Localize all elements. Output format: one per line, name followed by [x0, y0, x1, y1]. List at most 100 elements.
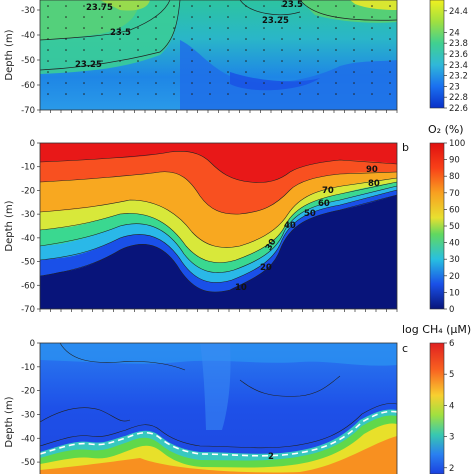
- sample-point: [65, 93, 67, 95]
- sample-point: [245, 60, 247, 62]
- sample-point: [47, 82, 49, 84]
- sample-point: [299, 49, 301, 51]
- sample-point: [173, 60, 175, 62]
- sample-point: [281, 60, 283, 62]
- sample-point: [389, 93, 391, 95]
- colorbar-tick-label: 23.6: [449, 50, 468, 60]
- contour-label: 2: [268, 452, 274, 462]
- panel-a-colorbar: [429, 0, 445, 109]
- sample-point: [317, 71, 319, 73]
- contour-label: 70: [322, 186, 334, 196]
- sample-point: [173, 38, 175, 40]
- y-tick-label: -50: [21, 458, 35, 468]
- sample-point: [47, 27, 49, 29]
- sample-point: [191, 16, 193, 18]
- y-tick-label: -40: [21, 31, 35, 41]
- sample-point: [47, 49, 49, 51]
- panel-a-y-axis: -30 -40 -50 -60 -70: [21, 6, 40, 116]
- contour-label: 60: [318, 199, 330, 209]
- sample-point: [47, 5, 49, 7]
- sample-point: [335, 93, 337, 95]
- sample-point: [227, 82, 229, 84]
- sample-point: [335, 82, 337, 84]
- sample-point: [227, 38, 229, 40]
- sample-point: [245, 71, 247, 73]
- sample-point: [119, 27, 121, 29]
- sample-point: [263, 93, 265, 95]
- colorbar-tick-label: 40: [449, 239, 460, 249]
- panel-a-contour: [239, 0, 301, 16]
- contour-label: 80: [368, 179, 380, 189]
- sample-point: [281, 49, 283, 51]
- sample-point: [317, 16, 319, 18]
- colorbar-tick-label: 23.4: [449, 61, 468, 71]
- sample-point: [281, 93, 283, 95]
- panel-c-letter: c: [402, 342, 408, 355]
- colorbar-tick-label: 0: [449, 305, 454, 315]
- sample-point: [299, 93, 301, 95]
- sample-point: [173, 16, 175, 18]
- sample-point: [209, 60, 211, 62]
- sample-point: [191, 27, 193, 29]
- sample-point: [47, 60, 49, 62]
- sample-point: [227, 16, 229, 18]
- y-tick-label: -50: [21, 258, 35, 268]
- sample-point: [209, 71, 211, 73]
- sample-point: [83, 16, 85, 18]
- panel-a-contour: [40, 0, 171, 41]
- sample-point: [173, 82, 175, 84]
- sample-point: [155, 93, 157, 95]
- sample-point: [65, 16, 67, 18]
- sample-point: [389, 38, 391, 40]
- sample-point: [137, 49, 139, 51]
- sample-point: [209, 16, 211, 18]
- sample-point: [65, 60, 67, 62]
- sample-point: [245, 16, 247, 18]
- panel-b-contour: [40, 151, 397, 183]
- sample-point: [299, 60, 301, 62]
- sample-point: [101, 38, 103, 40]
- sample-point: [317, 38, 319, 40]
- panel-c-dashed-line: [40, 410, 397, 457]
- sample-point: [137, 71, 139, 73]
- sample-point: [119, 49, 121, 51]
- panel-c-light-streak: [200, 343, 231, 430]
- panel-a-ylabel: Depth (m): [4, 29, 15, 80]
- sample-point: [209, 93, 211, 95]
- sample-point: [173, 27, 175, 29]
- panel-b-contour: [40, 185, 397, 273]
- sample-point: [389, 71, 391, 73]
- sample-point: [245, 49, 247, 51]
- sample-point: [173, 49, 175, 51]
- sample-point: [353, 5, 355, 7]
- sample-point: [191, 93, 193, 95]
- sample-point: [101, 82, 103, 84]
- colorbar-tick-label: 10: [449, 288, 460, 298]
- sample-point: [299, 27, 301, 29]
- panel-a: 23.5 23.25 23.75 23.25 23.5 -30 -40 -50 -60…: [4, 0, 468, 116]
- colorbar-tick-label: 22.8: [449, 93, 468, 103]
- sample-point: [137, 38, 139, 40]
- colorbar-tick-label: 3: [449, 433, 454, 443]
- sample-point: [155, 38, 157, 40]
- sample-point: [83, 38, 85, 40]
- sample-point: [245, 38, 247, 40]
- sample-point: [227, 60, 229, 62]
- sample-point: [209, 49, 211, 51]
- sample-point: [209, 27, 211, 29]
- panel-b-letter: b: [402, 141, 409, 154]
- sample-point: [227, 49, 229, 51]
- sample-point: [317, 49, 319, 51]
- sample-point: [227, 93, 229, 95]
- sample-point: [317, 5, 319, 7]
- sample-point: [191, 49, 193, 51]
- contour-label: 23.25: [262, 16, 289, 26]
- sample-point: [263, 38, 265, 40]
- sample-point: [209, 38, 211, 40]
- contour-label: 23.25: [75, 60, 102, 70]
- sample-point: [245, 82, 247, 84]
- panel-b: 90 80 70 60 50 40 30 20 10 0 -10 -20 -30 -40…: [4, 123, 465, 315]
- sample-point: [353, 16, 355, 18]
- sample-point: [335, 38, 337, 40]
